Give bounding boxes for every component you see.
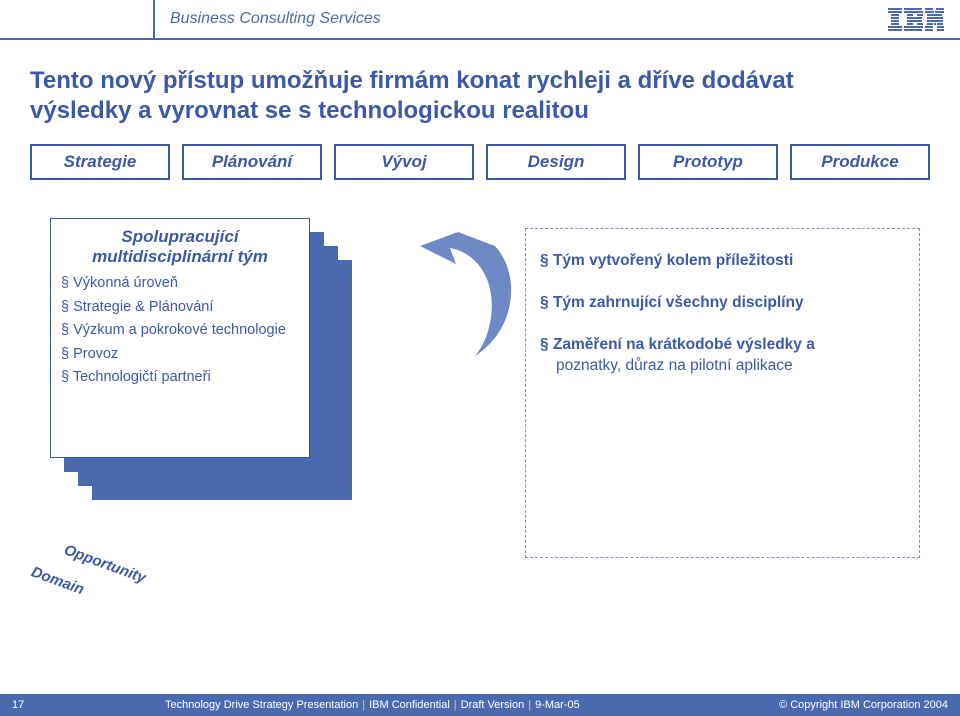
team-card-title-l2: multidisciplinární tým (61, 247, 299, 267)
slide-footer: 17 Technology Drive Strategy Presentatio… (0, 694, 960, 716)
stage-label: Plánování (182, 144, 322, 180)
team-bullet: Technologičtí partneři (61, 368, 299, 388)
benefit-item: Zaměření na krátkodobé výsledky a poznatk… (540, 335, 905, 376)
header-bar: Business Consulting Services (0, 0, 960, 40)
slide-title: Tento nový přístup umožňuje firmám konat… (30, 66, 930, 126)
footer-date: 9-Mar-05 (535, 699, 580, 711)
header-accent-block (0, 0, 155, 38)
slide-title-line2: výsledky a vyrovnat se s technologickou … (30, 96, 930, 126)
curved-arrow-icon (380, 228, 530, 378)
stage-prototyp: Prototyp (638, 144, 778, 180)
benefit-cont: poznatky, důraz na pilotní aplikace (556, 356, 905, 376)
stage-label: Produkce (790, 144, 930, 180)
slide-title-line1: Tento nový přístup umožňuje firmám konat… (30, 66, 930, 96)
service-line-label: Business Consulting Services (170, 10, 381, 28)
stage-design: Design (486, 144, 626, 180)
team-bullet: Výzkum a pokrokové technologie (61, 321, 299, 341)
team-bullet: Provoz (61, 345, 299, 365)
two-column-area: Spolupracující multidisciplinární tým Vý… (30, 218, 930, 578)
footer-deck-title: Technology Drive Strategy Presentation (165, 699, 358, 711)
stage-produkce: Produkce (790, 144, 930, 180)
benefit-item: Tým zahrnující všechny disciplíny (540, 293, 905, 313)
benefits-list: Tým vytvořený kolem příležitosti Tým zahr… (540, 251, 905, 377)
team-card-front: Spolupracující multidisciplinární tým Vý… (50, 218, 310, 458)
team-card-stack: Spolupracující multidisciplinární tým Vý… (50, 218, 350, 518)
footer-copyright: © Copyright IBM Corporation 2004 (779, 699, 948, 711)
footer-sep-2: | (450, 699, 461, 711)
stage-label: Prototyp (638, 144, 778, 180)
footer-meta: Technology Drive Strategy Presentation|I… (165, 699, 580, 711)
benefit-main: Tým zahrnující všechny disciplíny (553, 294, 804, 311)
slide: Business Consulting Services (0, 0, 960, 716)
team-card-title-l1: Spolupracující (61, 227, 299, 247)
process-stages-row: Strategie Plánování Vývoj Design Prototyp Pro… (30, 144, 930, 188)
team-card-title: Spolupracující multidisciplinární tým (61, 227, 299, 266)
team-bullet: Výkonná úroveň (61, 274, 299, 294)
footer-sep-3: | (524, 699, 535, 711)
stage-strategie: Strategie (30, 144, 170, 180)
stage-label: Vývoj (334, 144, 474, 180)
benefit-main: Tým vytvořený kolem příležitosti (553, 252, 793, 269)
benefit-main: Zaměření na krátkodobé výsledky a (553, 336, 815, 353)
footer-sep-1: | (358, 699, 369, 711)
stage-label: Strategie (30, 144, 170, 180)
opportunity-domain-label: Opportunity Domain (8, 514, 154, 649)
stage-label: Design (486, 144, 626, 180)
team-bullet: Strategie & Plánování (61, 298, 299, 318)
stage-plánování: Plánování (182, 144, 322, 180)
footer-status: Draft Version (461, 699, 525, 711)
page-number: 17 (12, 699, 24, 711)
benefit-item: Tým vytvořený kolem příležitosti (540, 251, 905, 271)
stage-vývoj: Vývoj (334, 144, 474, 180)
slide-body: Tento nový přístup umožňuje firmám konat… (0, 40, 960, 676)
benefits-panel: Tým vytvořený kolem příležitosti Tým zahr… (525, 228, 920, 558)
ibm-logo-icon (888, 8, 944, 32)
team-card-bullets: Výkonná úroveň Strategie & Plánování Výzku… (61, 274, 299, 388)
footer-classification: IBM Confidential (369, 699, 450, 711)
